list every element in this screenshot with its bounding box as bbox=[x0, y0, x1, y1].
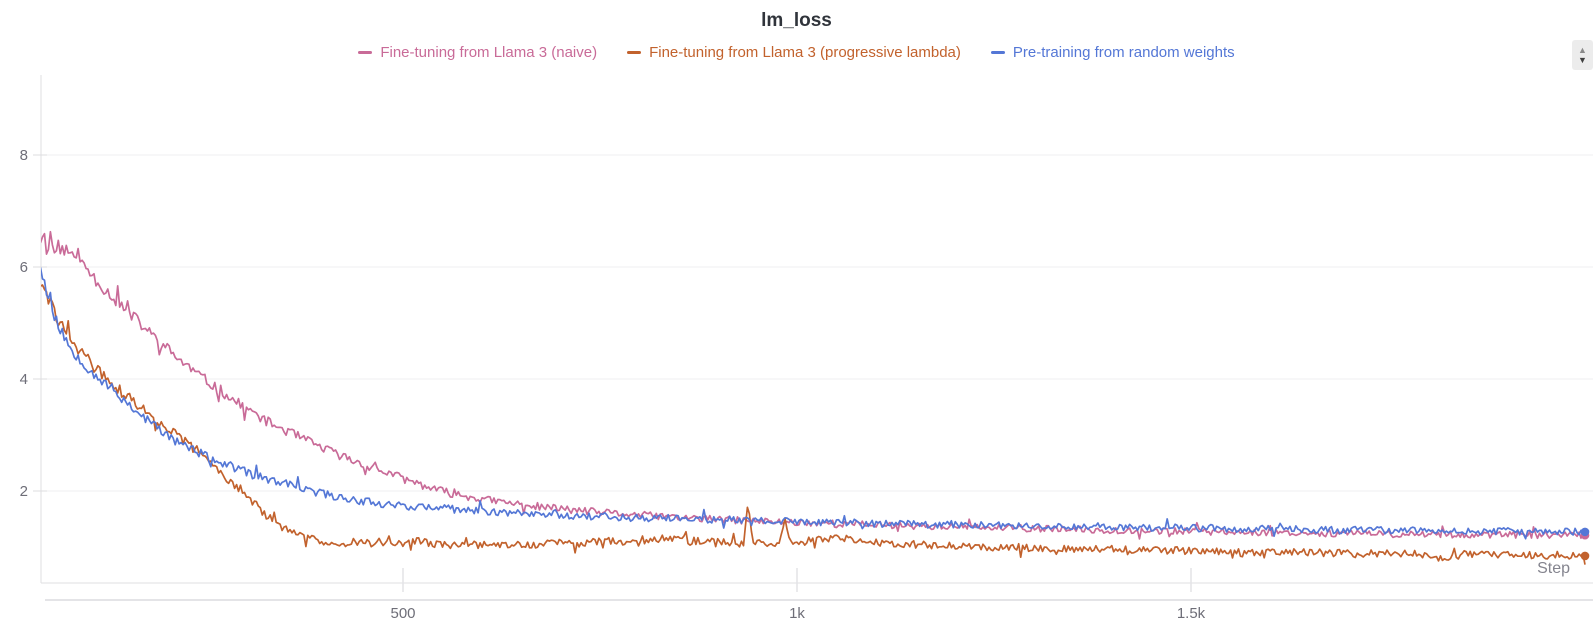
y-tick-label: 2 bbox=[20, 483, 28, 500]
legend-swatch-icon bbox=[627, 51, 642, 54]
panel-stepper: ▲ ▼ bbox=[1572, 40, 1593, 70]
stepper-down-icon[interactable]: ▼ bbox=[1578, 54, 1587, 65]
y-tick-label: 4 bbox=[20, 371, 28, 388]
series-end-dot bbox=[1580, 527, 1590, 537]
legend-swatch-icon bbox=[358, 51, 373, 54]
x-tick-label: 1k bbox=[789, 605, 805, 622]
series-end-dot bbox=[1580, 551, 1590, 561]
legend-item-label: Fine-tuning from Llama 3 (progressive la… bbox=[649, 44, 961, 61]
legend-item[interactable]: Pre-training from random weights bbox=[990, 44, 1235, 61]
y-tick-label: 6 bbox=[20, 259, 28, 276]
legend-item[interactable]: Fine-tuning from Llama 3 (naive) bbox=[358, 44, 597, 61]
legend-item-label: Fine-tuning from Llama 3 (naive) bbox=[380, 44, 598, 61]
legend-item[interactable]: Fine-tuning from Llama 3 (progressive la… bbox=[627, 44, 961, 61]
legend-swatch-icon bbox=[990, 51, 1005, 54]
series-line bbox=[41, 267, 1586, 540]
x-tick-label: 1.5k bbox=[1177, 605, 1206, 622]
legend-item-label: Pre-training from random weights bbox=[1012, 44, 1235, 61]
series-line bbox=[41, 284, 1586, 565]
x-tick-label: 500 bbox=[390, 605, 415, 622]
stepper-up-icon[interactable]: ▲ bbox=[1578, 44, 1587, 55]
x-axis-title: Step bbox=[1537, 560, 1570, 577]
panel-title: lm_loss bbox=[761, 10, 832, 31]
y-tick-label: 8 bbox=[20, 147, 28, 164]
legend: Fine-tuning from Llama 3 (naive) Fine-tun… bbox=[0, 44, 1593, 61]
series-line bbox=[41, 230, 1586, 540]
